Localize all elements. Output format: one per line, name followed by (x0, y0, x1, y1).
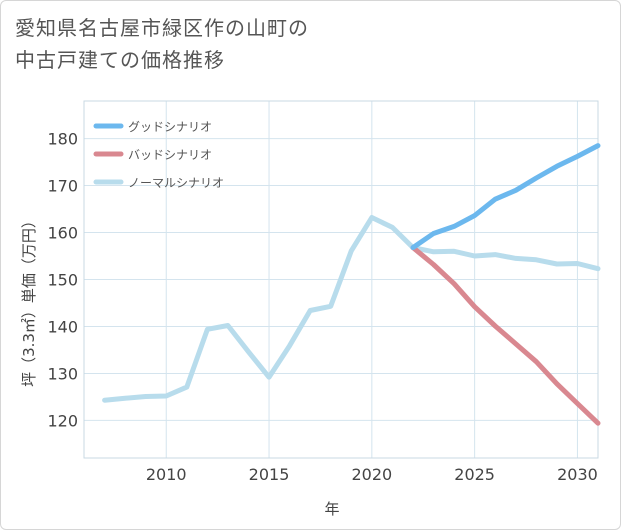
y-axis-label: 坪（3.3㎡）単価（万円） (20, 213, 38, 387)
x-tick-label: 2030 (557, 465, 598, 484)
x-tick-label: 2020 (351, 465, 392, 484)
x-axis-label: 年 (324, 500, 339, 518)
series-line-normal (102, 215, 601, 403)
y-tick-label: 140 (47, 317, 78, 336)
plot-area-border (83, 100, 599, 459)
y-tick-label: 120 (47, 411, 78, 430)
series-line-bad (410, 245, 601, 426)
y-tick-label: 160 (47, 224, 78, 243)
axes: 120 130 140 150 160 170 180 2010 2015 2020 2025 203… (47, 130, 597, 484)
series-lines (102, 143, 601, 426)
x-tick-label: 2010 (146, 465, 187, 484)
x-tick-label: 2025 (454, 465, 495, 484)
y-tick-label: 180 (47, 130, 78, 149)
legend-label: ノーマルシナリオ (128, 176, 224, 190)
y-tick-label: 170 (47, 177, 78, 196)
y-tick-label: 130 (47, 364, 78, 383)
legend-label: グッドシナリオ (128, 120, 212, 134)
y-tick-label: 150 (47, 271, 78, 290)
chart-title: 愛知県名古屋市緑区作の山町の 中古戸建ての価格推移 (15, 16, 309, 72)
legend-label: バッドシナリオ (128, 148, 212, 162)
series-line-good (410, 143, 601, 251)
x-tick-label: 2015 (249, 465, 290, 484)
